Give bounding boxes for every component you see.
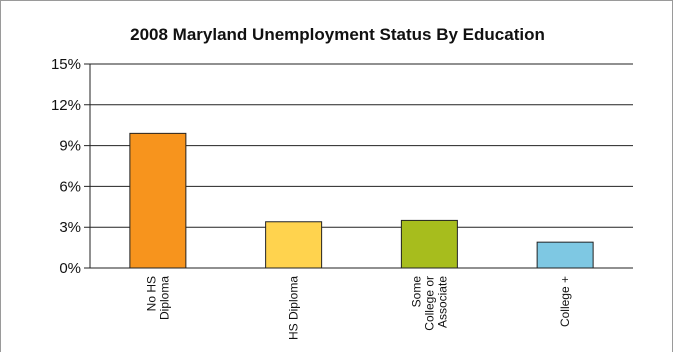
y-tick-labels: 0% 3% 6% 9% 12% 15% [51,56,81,277]
y-tick-label: 0% [59,260,81,277]
x-tick-label-line: Associate [435,276,449,328]
bar-2 [401,220,457,268]
bars [130,133,593,268]
x-tick-label-line: Diploma [157,276,171,320]
x-tick-label: HS Diploma [287,276,301,340]
bar-0 [130,133,186,268]
x-tick-label: College + [558,276,572,327]
x-tick-label-line: Some [409,276,423,308]
x-tick-label-line: HS Diploma [287,276,301,340]
x-tick-label-line: College or [422,276,436,331]
y-tick-label: 9% [59,138,81,155]
bar-1 [266,222,322,268]
x-tick-label: No HSDiploma [144,276,171,320]
x-tick-label: SomeCollege orAssociate [409,276,449,331]
y-tick-label: 6% [59,178,81,195]
x-tick-label-line: College + [558,276,572,327]
bar-3 [537,242,593,268]
y-tick-label: 15% [51,56,81,73]
x-tick-labels: No HSDiploma HS Diploma SomeCollege orAsso… [144,276,572,340]
y-tick-label: 12% [51,97,81,114]
y-tick-label: 3% [59,219,81,236]
x-tick-label-line: No HS [144,276,158,311]
